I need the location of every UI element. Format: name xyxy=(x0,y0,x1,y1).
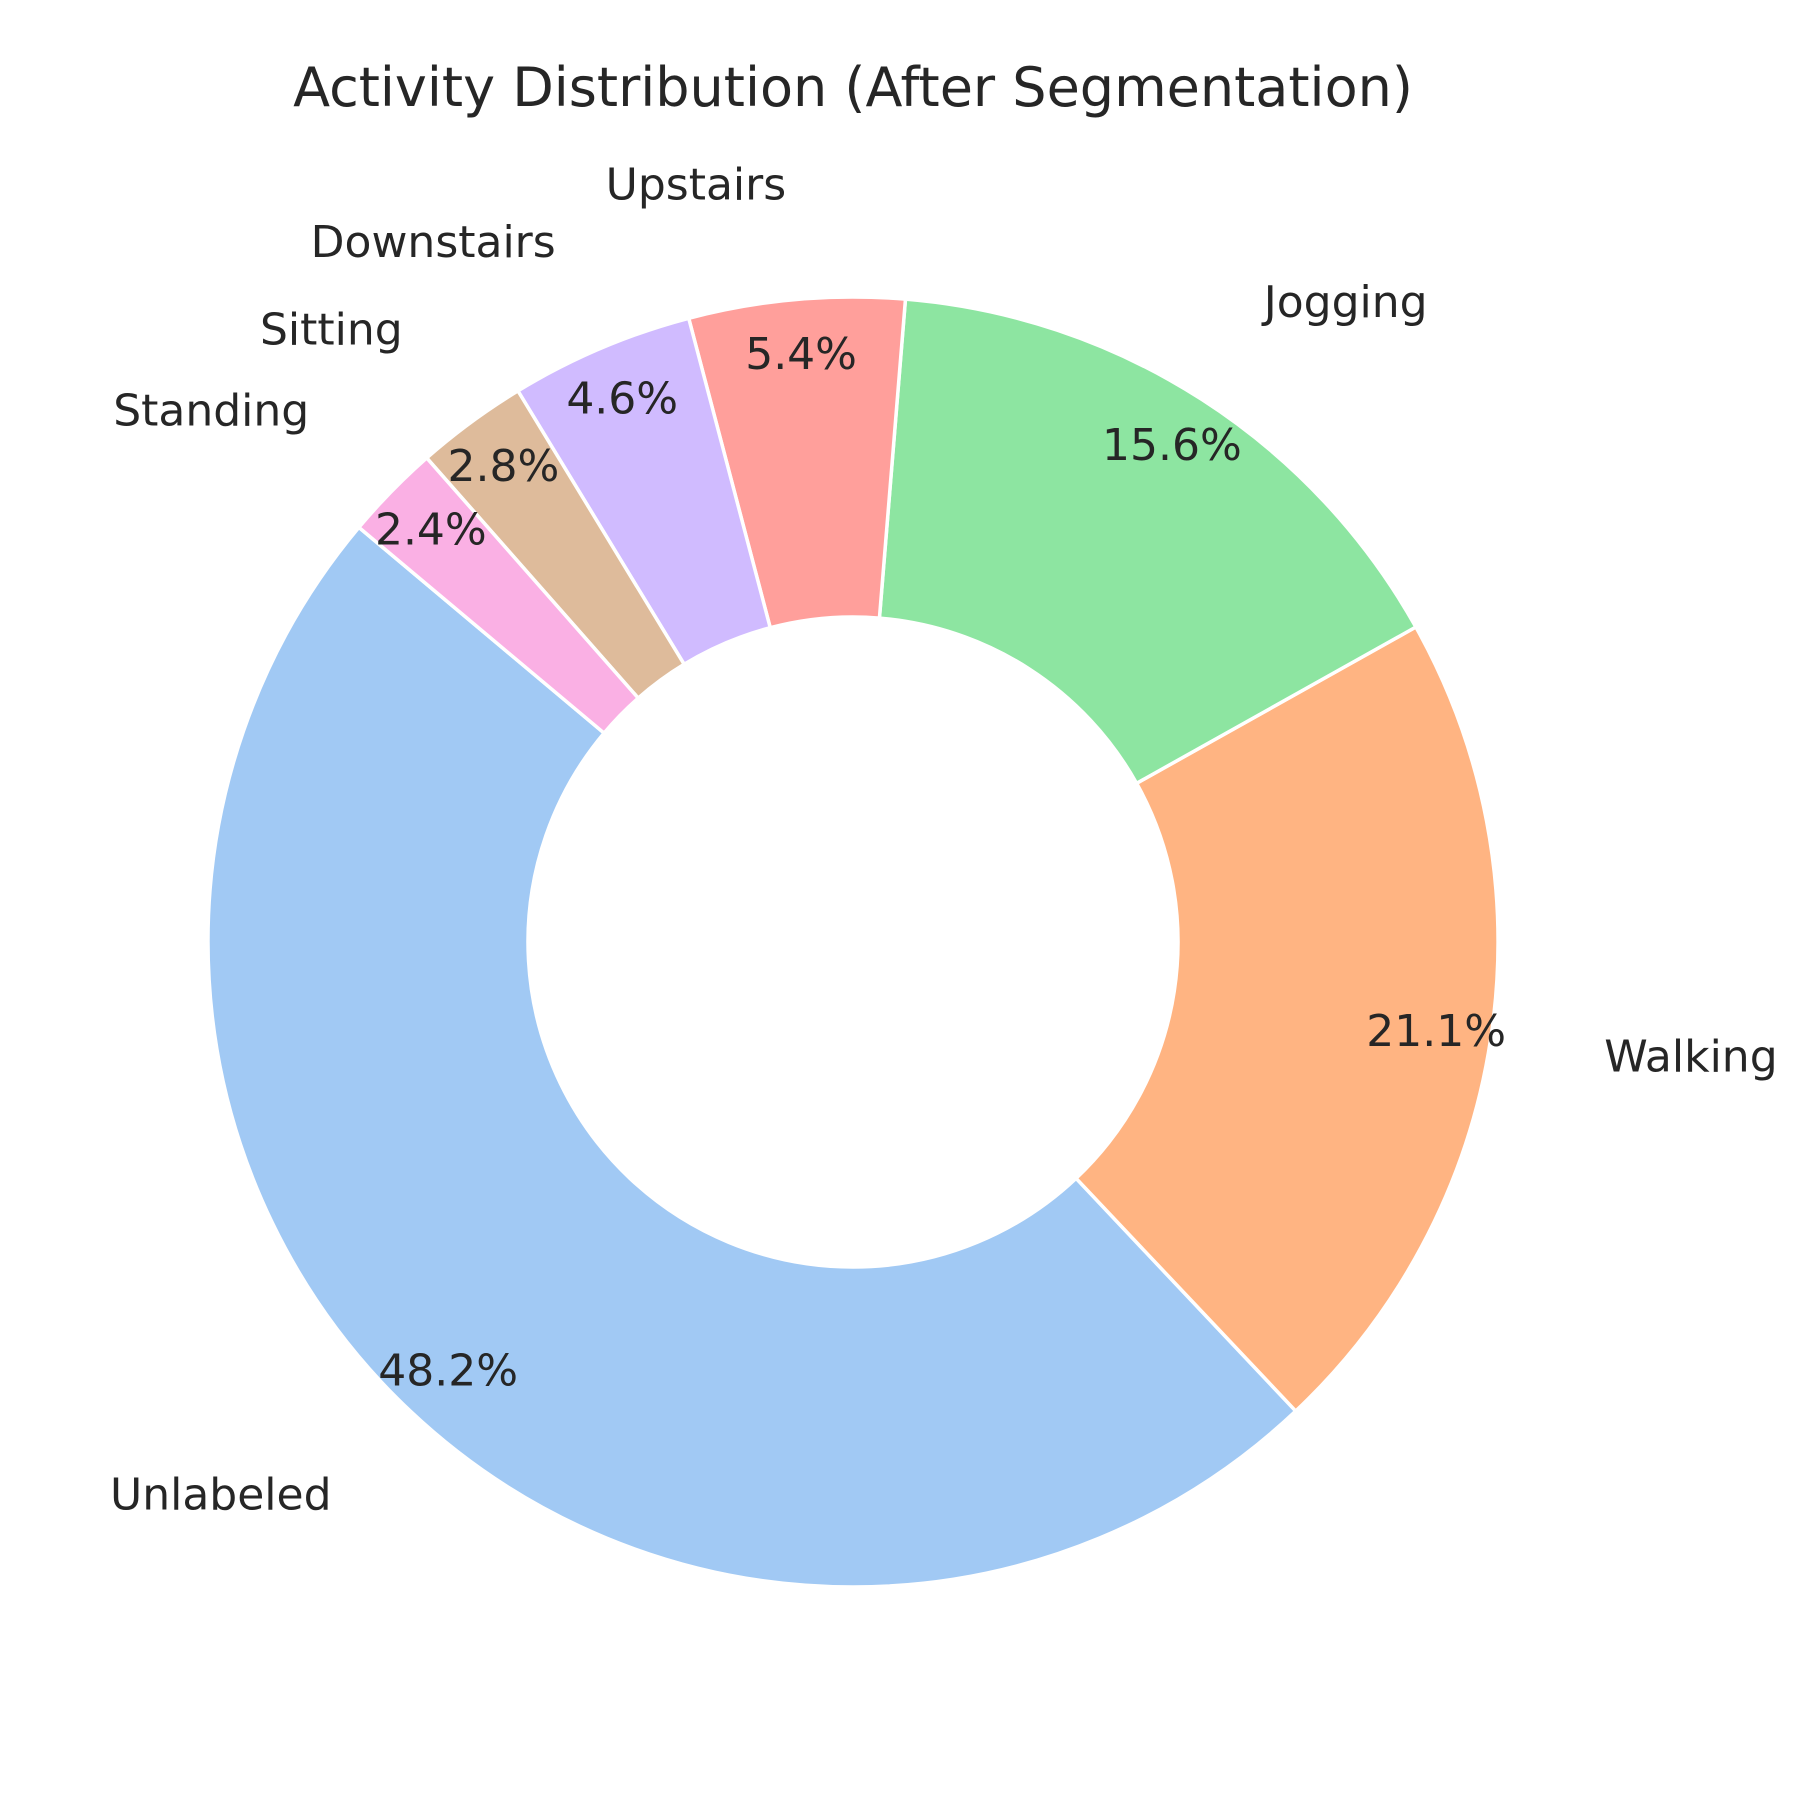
chart-title: Activity Distribution (After Segmentatio… xyxy=(293,56,1413,119)
category-label-downstairs: Downstairs xyxy=(311,217,556,268)
category-label-standing: Standing xyxy=(113,386,309,437)
category-labels-group: Unlabeled Walking Jogging Upstairs Downstair… xyxy=(110,159,1778,1520)
percent-label-sitting: 2.8% xyxy=(448,441,560,492)
percent-labels-group: 48.2% 21.1% 15.6% 5.4% 4.6%2.8% 2.4% xyxy=(375,329,1506,1397)
slice-standing xyxy=(357,456,640,735)
slice-jogging xyxy=(877,297,1418,786)
percent-label-downstairs: 4.6% xyxy=(566,374,678,425)
slice-unlabeled xyxy=(206,525,1298,1589)
percent-label-jogging: 15.6% xyxy=(1102,420,1242,471)
percent-label-upstairs: 5.4% xyxy=(745,329,857,380)
category-label-walking: Walking xyxy=(1604,1032,1777,1083)
percent-label-unlabeled: 48.2% xyxy=(378,1346,518,1397)
category-label-sitting: Sitting xyxy=(260,304,403,355)
slices-group xyxy=(206,295,1500,1589)
category-label-upstairs: Upstairs xyxy=(606,159,787,210)
percent-label-walking: 21.1% xyxy=(1366,1006,1506,1057)
slice-walking xyxy=(1074,625,1500,1413)
category-label-jogging: Jogging xyxy=(1261,277,1428,328)
percent-label-standing: 2.4% xyxy=(375,504,487,555)
category-label-unlabeled: Unlabeled xyxy=(110,1469,332,1520)
